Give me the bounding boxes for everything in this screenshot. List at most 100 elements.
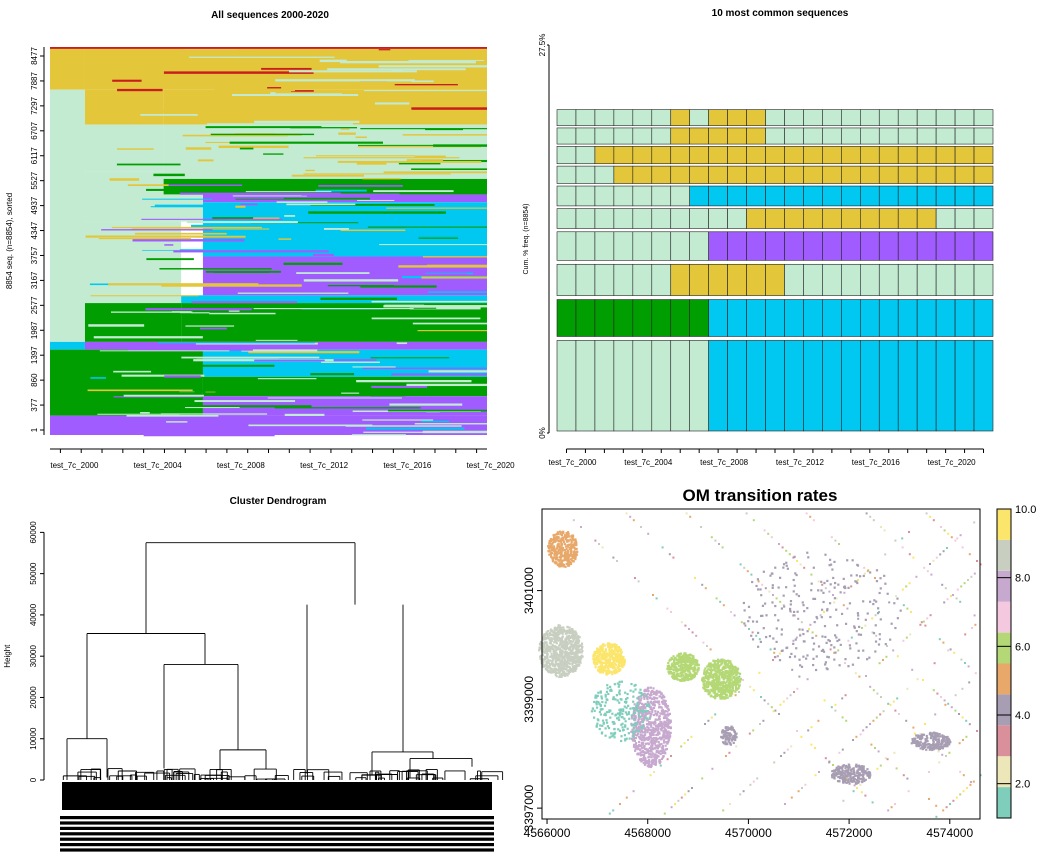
map-pixel — [722, 691, 725, 694]
map-pixel — [616, 560, 618, 562]
map-pixel — [646, 764, 649, 768]
sequence-cell-light — [765, 127, 785, 145]
map-pixel — [578, 648, 581, 651]
map-pixel — [604, 649, 608, 652]
map-pixel — [617, 667, 621, 671]
map-pixel — [636, 734, 639, 737]
map-pixel — [906, 777, 909, 780]
map-pixel — [943, 601, 946, 604]
map-pixel — [557, 531, 560, 534]
map-pixel — [624, 724, 627, 727]
map-pixel — [730, 694, 733, 697]
map-pixel — [887, 809, 890, 812]
map-pixel — [653, 756, 657, 759]
map-pixel — [718, 672, 721, 675]
map-pixel — [715, 659, 718, 663]
map-pixel — [608, 658, 611, 661]
sequence-streak — [425, 128, 464, 131]
y-axis-label: Cum. % freq. (n=8854) — [523, 203, 530, 274]
map-pixel — [545, 646, 548, 649]
map-pixel — [557, 542, 560, 546]
map-pixel — [559, 628, 563, 631]
map-pixel — [676, 667, 679, 670]
map-pixel — [726, 675, 729, 678]
map-pixel — [679, 655, 683, 659]
map-pixel — [712, 695, 715, 699]
sequence-streak — [185, 364, 275, 367]
map-pixel — [625, 737, 628, 740]
map-pixel — [884, 757, 887, 760]
map-pixel — [572, 560, 575, 563]
map-pixel — [660, 729, 663, 732]
sequence-streak — [340, 229, 406, 232]
map-pixel — [853, 784, 856, 787]
map-pixel — [563, 665, 566, 668]
map-pixel — [602, 650, 605, 653]
map-pixel — [687, 664, 690, 667]
sequence-streak — [248, 424, 373, 427]
seq-index-bands — [50, 47, 488, 437]
sequence-cell-light — [632, 340, 653, 432]
map-pixel — [728, 679, 731, 682]
sequence-streak — [99, 350, 230, 352]
map-pixel — [906, 687, 909, 690]
map-pixel — [838, 766, 842, 769]
map-pixel — [934, 713, 937, 716]
map-pixel — [634, 708, 637, 712]
map-pixel — [852, 772, 856, 775]
sequence-cell-blue — [803, 185, 823, 207]
map-pixel — [656, 691, 659, 694]
sequence-streak — [365, 427, 465, 430]
map-pixel — [648, 746, 651, 750]
map-pixel — [643, 692, 646, 695]
map-pixel — [555, 642, 558, 645]
sequence-streak — [284, 413, 325, 416]
map-pixel — [723, 662, 726, 665]
map-pixel — [656, 731, 659, 735]
sequence-cell-blue — [897, 340, 918, 432]
map-pixel — [707, 674, 710, 678]
sequence-streak — [116, 163, 181, 166]
map-pixel — [728, 732, 731, 735]
sequence-cell-yellow — [803, 208, 823, 229]
map-pixel — [979, 563, 982, 566]
map-pixel — [654, 696, 657, 699]
map-pixel — [759, 723, 761, 725]
sequence-cell-green — [651, 299, 672, 337]
map-pixel — [756, 777, 759, 780]
map-pixel — [679, 653, 682, 656]
map-pixel — [929, 743, 932, 747]
map-pixel — [810, 743, 813, 746]
map-pixel — [934, 744, 937, 747]
map-pixel — [656, 747, 659, 750]
map-pixel — [709, 665, 712, 669]
sequence-streak — [315, 94, 445, 97]
map-pixel — [598, 670, 601, 673]
map-pixel — [675, 675, 679, 678]
map-pixel — [846, 772, 850, 776]
sequence-streak — [160, 413, 268, 415]
map-pixel — [614, 669, 618, 672]
map-pixel — [924, 624, 927, 627]
map-pixel — [872, 719, 875, 722]
map-pixel — [726, 676, 729, 680]
map-pixel — [706, 665, 709, 668]
map-pixel — [835, 597, 838, 600]
map-pixel — [673, 671, 676, 674]
map-pixel — [661, 546, 664, 549]
sequence-cell-yellow — [632, 146, 653, 165]
map-pixel — [547, 662, 550, 665]
map-pixel — [869, 685, 872, 688]
map-pixel — [555, 535, 558, 539]
map-pixel — [558, 657, 561, 660]
map-pixel — [719, 684, 722, 687]
map-pixel — [556, 658, 559, 661]
map-pixel — [651, 744, 654, 747]
map-pixel — [663, 712, 666, 715]
seq-index-title: All sequences 2000-2020 — [211, 10, 329, 21]
map-pixel — [858, 765, 861, 768]
map-pixel — [551, 551, 554, 555]
map-pixel — [728, 736, 731, 740]
map-pixel — [925, 748, 928, 751]
map-pixel — [691, 673, 694, 676]
